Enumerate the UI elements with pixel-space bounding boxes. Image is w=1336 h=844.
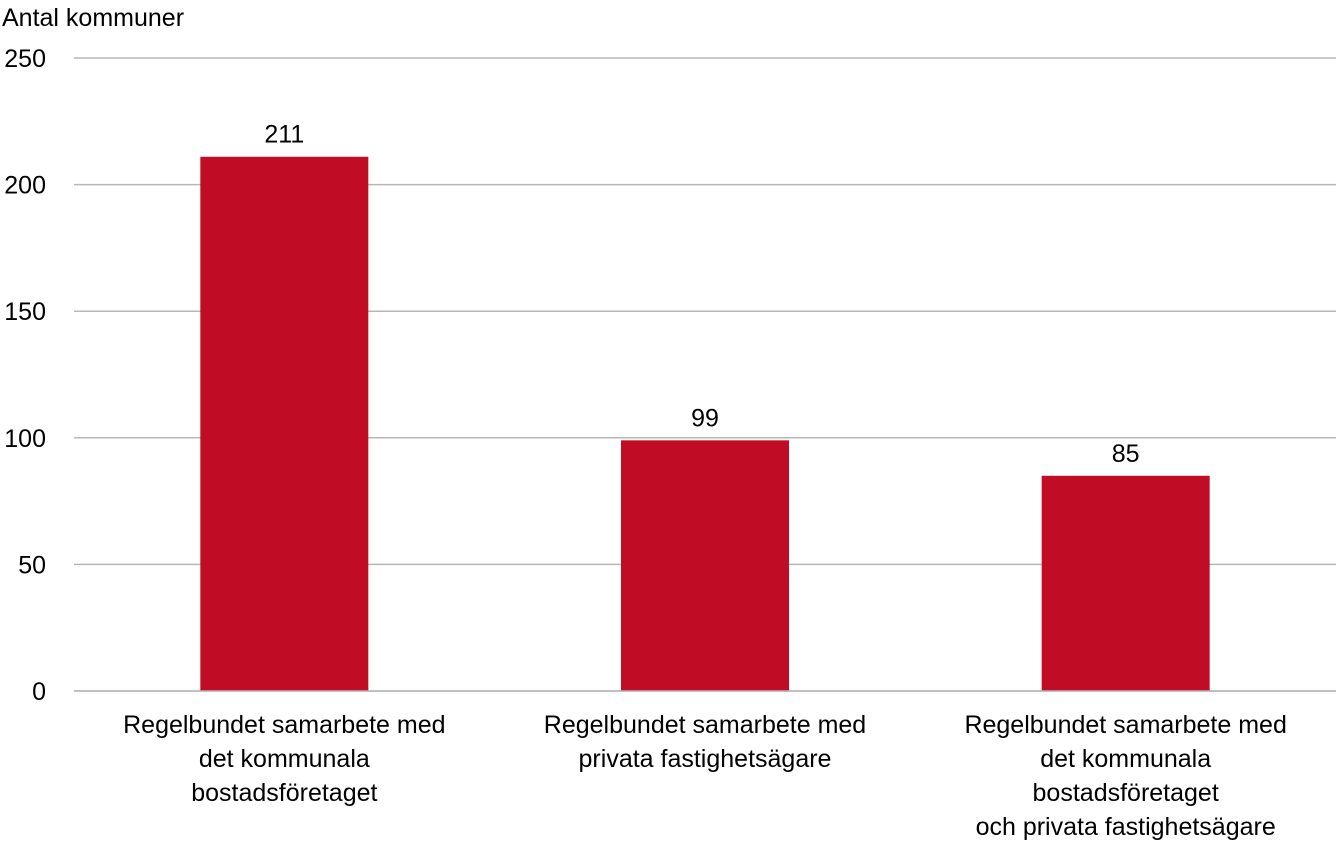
category-label-line: bostadsföretaget — [1033, 779, 1219, 807]
category-label: Regelbundet samarbete med det kommunala bo… — [964, 711, 1286, 841]
category-label-line: Regelbundet samarbete med — [964, 711, 1286, 739]
y-tick-label: 200 — [4, 172, 46, 200]
y-tick-label: 100 — [4, 425, 46, 453]
category-labels: Regelbundet samarbete med det kommunala bo… — [74, 690, 1336, 841]
bar — [1041, 475, 1210, 691]
category-label-line: och privata fastighetsägare — [976, 813, 1276, 841]
data-labels: 211 99 85 — [264, 121, 1139, 468]
data-label: 85 — [1112, 440, 1140, 468]
category-label-line: bostadsföretaget — [191, 779, 377, 807]
bar — [200, 156, 369, 692]
y-axis-label: Antal kommuner — [2, 4, 184, 32]
category-label: Regelbundet samarbete med det kommunala bo… — [123, 711, 445, 807]
bar — [621, 440, 789, 691]
category-label-line: det kommunala — [1040, 745, 1211, 773]
data-label: 99 — [691, 404, 719, 432]
y-tick-label: 0 — [32, 678, 46, 706]
category-label-line: Regelbundet samarbete med — [544, 711, 866, 739]
y-tick-label: 150 — [4, 298, 46, 326]
data-label: 211 — [264, 121, 304, 149]
category-label: Regelbundet samarbete med privata fastigh… — [544, 711, 866, 773]
category-label-line: Regelbundet samarbete med — [123, 711, 445, 739]
category-label-line: det kommunala — [199, 745, 370, 773]
y-tick-label: 50 — [18, 551, 46, 579]
bars — [200, 156, 1210, 692]
y-tick-labels: 0 50 100 150 200 250 — [4, 45, 46, 706]
category-label-line: privata fastighetsägare — [579, 745, 832, 773]
y-tick-label: 250 — [4, 45, 46, 73]
